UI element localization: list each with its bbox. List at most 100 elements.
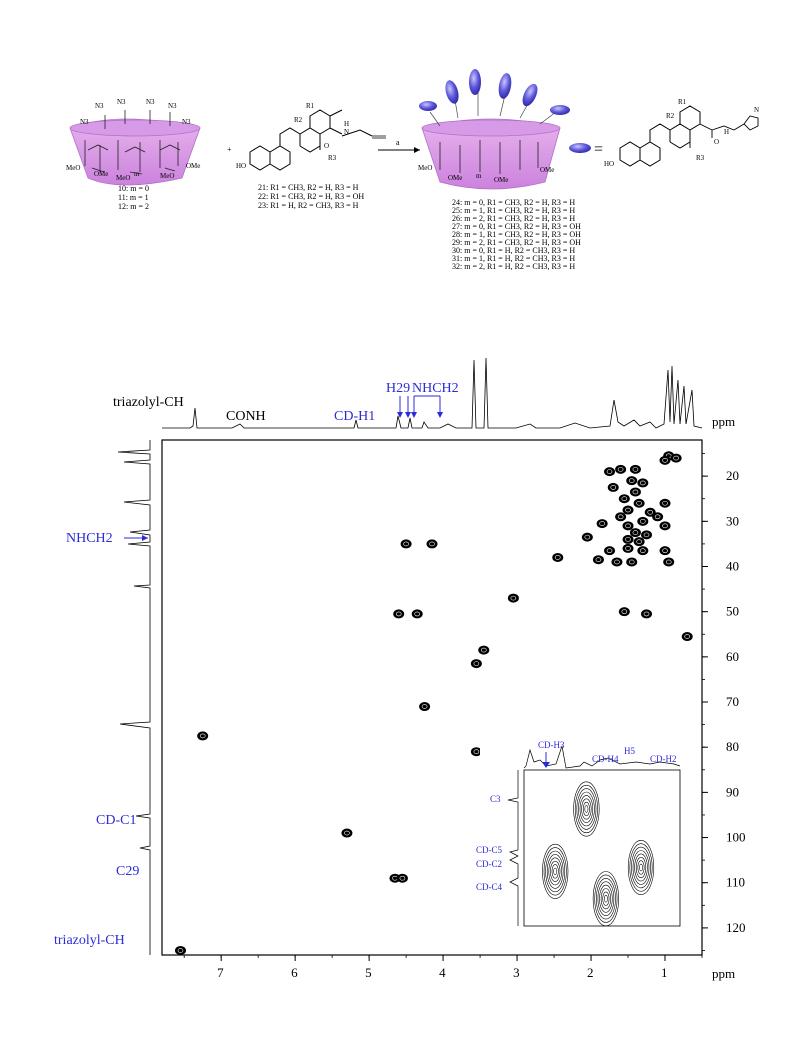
y-tick-label: 100 [726,830,746,845]
equals-sign: = [594,141,603,158]
cross-peak [581,532,593,542]
cross-peak [629,487,641,497]
cross-peak [637,546,649,556]
cross-peak [633,498,645,508]
x-tick-label: 3 [513,965,520,980]
cross-peak [641,609,653,619]
meo-label: MeO [418,164,432,172]
cross-peak [622,521,634,531]
y-tick-label: 30 [726,513,739,528]
cross-peak [552,552,564,562]
triterpene-ellipse [469,69,481,95]
inset-cd-c2-label: CD-C2 [476,859,502,869]
reaction-arrow: a [378,138,420,153]
ome-label: OMe [540,166,554,174]
compound-list-right: 24: m = 0, R1 = CH3, R2 = H, R3 = H 25: … [452,198,581,271]
inset-carbon-projection [507,770,519,926]
cross-peak [641,530,653,540]
compound-25: 25: m = 1, R1 = CH3, R2 = H, R3 = H [452,206,575,215]
y-tick-label: 50 [726,604,739,619]
cross-peak [592,555,604,565]
compound-27: 27: m = 0, R1 = CH3, R2 = H, R3 = OH [452,222,581,231]
cd-h1-label: CD-H1 [334,409,375,424]
cross-peak [596,519,608,529]
h-label: H [724,128,729,136]
azido-cyclodextrin: N3 N3 N3 N3 N3 N3 MeO OMe MeO m MeO OMe [66,98,201,186]
m-label: m [476,172,482,180]
c29-label: C29 [116,864,139,879]
cross-peak [419,702,431,712]
x-tick-label: 6 [291,965,298,980]
inset-c3-label: C3 [490,794,501,804]
top-annotations: triazolyl-CH CONH CD-H1 H29 NHCH2 [113,381,459,424]
compound-21: 21: R1 = CH3, R2 = H, R3 = H [258,183,359,192]
ome-label: OMe [448,174,462,182]
nhch2-top-label: NHCH2 [412,381,459,396]
compound-12: 12: m = 2 [118,202,149,211]
meo-label: MeO [160,172,174,180]
y-tick-label: 110 [726,875,745,890]
cross-peak [411,609,423,619]
cross-peak [470,659,482,669]
reaction-scheme: N3 N3 N3 N3 N3 N3 MeO OMe MeO m MeO OMe … [66,69,759,271]
triterpene-ellipse [419,101,437,111]
cross-peak [681,632,693,642]
plus-sign: + [227,145,232,154]
cross-peak [618,607,630,617]
cross-peak [652,512,664,522]
compound-30: 30: m = 0, R1 = H, R2 = CH3, R3 = H [452,246,575,255]
cross-peak [611,557,623,567]
cross-peak [197,731,209,741]
o-label: O [324,142,329,150]
cross-peak [618,494,630,504]
r3-label: R3 [328,154,337,162]
triterpene-alkyne: HO R1 R2 R3 H N O [236,102,386,171]
compound-26: 26: m = 2, R1 = CH3, R2 = H, R3 = H [452,214,575,223]
meo-label: MeO [66,164,80,172]
cross-peak [174,945,186,955]
ome-label: OMe [94,170,108,178]
compound-22: 22: R1 = CH3, R2 = H, R3 = OH [258,192,364,201]
proton-projection [162,357,703,429]
inset-spectrum: CD-H3 CD-H4 H5 CD-H2 C3 CD-C5 CD-C2 CD-C… [476,730,690,940]
o-label: O [714,138,719,146]
triterpene-triazole: HO R1 R2 R3 O H N [604,98,759,168]
cross-peak [341,828,353,838]
cd-c1-label: CD-C1 [96,813,136,828]
y-tick-label: 60 [726,649,739,664]
m-label: m [134,170,140,178]
x-tick-label: 4 [439,965,446,980]
r2-label: R2 [294,116,303,124]
x-axis: 7 6 5 4 3 2 1 [183,955,703,980]
triterpene-ellipse [522,83,538,107]
compound-29: 29: m = 2, R1 = CH3, R2 = H, R3 = OH [452,238,581,247]
triazolyl-ch-top-label: triazolyl-CH [113,395,184,410]
r3-label: R3 [696,154,705,162]
cross-peak [659,498,671,508]
inset-cd-c5-label: CD-C5 [476,845,503,855]
cross-peak [604,546,616,556]
left-annotations: NHCH2 CD-C1 C29 triazolyl-CH [54,531,148,948]
y-tick-label: 70 [726,694,739,709]
cross-peak [607,482,619,492]
azide-label: N3 [168,102,177,110]
compound-10: 10: m = 0 [118,184,149,193]
cross-peak [478,645,490,655]
cross-peak [470,747,482,757]
inset-h5-label: H5 [624,746,635,756]
hsqc-spectrum: triazolyl-CH CONH CD-H1 H29 NHCH2 NHCH2 … [54,357,746,981]
cross-peak [507,593,519,603]
n-label: N [754,106,759,114]
y-axis-unit: ppm [712,414,735,429]
cross-peaks [174,451,693,955]
inset-frame [523,769,681,927]
ho-label: HO [604,160,614,168]
x-tick-label: 5 [365,965,372,980]
cross-peak [622,543,634,553]
triazolyl-ch-left-label: triazolyl-CH [54,933,125,948]
h29-label: H29 [386,381,410,396]
cross-peak [615,464,627,474]
inset-cd-h2-label: CD-H2 [650,754,677,764]
azide-label: N3 [95,102,104,110]
cross-peak [637,516,649,526]
